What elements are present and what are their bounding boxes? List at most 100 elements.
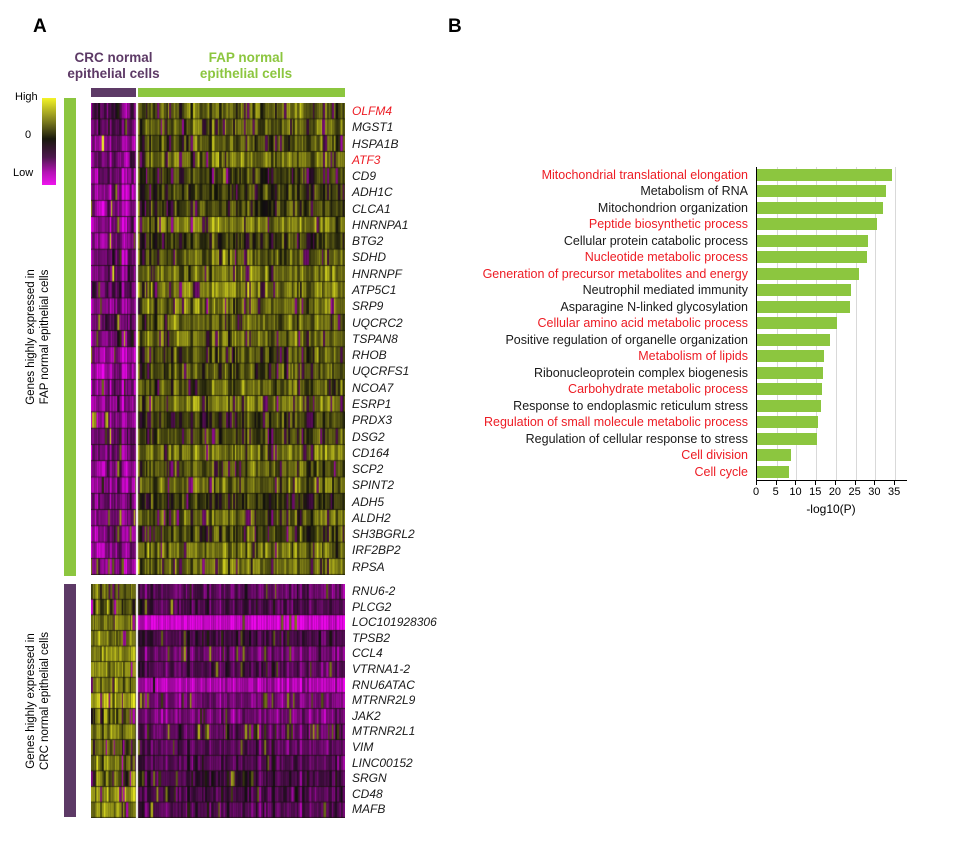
gridline	[895, 167, 897, 480]
bar	[757, 399, 822, 412]
bar	[757, 465, 790, 478]
bar-category-label: Carbohydrate metabolic process	[568, 382, 748, 397]
bar-category-label: Positive regulation of organelle organiz…	[505, 332, 748, 347]
x-axis-tick	[834, 481, 836, 485]
bar	[757, 218, 878, 231]
x-axis-tick-label: 30	[868, 486, 881, 498]
bar	[757, 169, 893, 181]
gene-label: DSG2	[352, 429, 385, 444]
fap-column-group-bar	[138, 88, 345, 97]
bar	[757, 300, 850, 313]
gene-label: MTRNR2L9	[352, 693, 416, 708]
gene-label: SDHD	[352, 250, 387, 265]
gene-label: SPINT2	[352, 478, 395, 493]
gridline	[855, 167, 857, 480]
x-axis-tick-label: 25	[848, 486, 861, 498]
x-axis-tick-label: 5	[772, 486, 779, 498]
bar-chart-labels: Mitochondrial translational elongation Me…	[440, 167, 748, 480]
crc-row-group-label-wrap: Genes highly expressed in CRC normal epi…	[16, 584, 60, 817]
gene-label: NCOA7	[352, 380, 394, 395]
bar-category-label: Generation of precursor metabolites and …	[482, 266, 748, 281]
x-axis-tick	[894, 481, 896, 485]
bar-chart-plot	[756, 167, 907, 481]
bar-category-label: Ribonucleoprotein complex biogenesis	[533, 365, 748, 380]
gene-label: MTRNR2L1	[352, 724, 416, 739]
bar-chart-x-axis-title: -log10(P)	[806, 502, 856, 516]
gene-label: CCL4	[352, 646, 383, 661]
x-axis-tick	[815, 481, 817, 485]
gene-labels-group2: RNU6-2 PLCG2 LOC101928306 TPSB2 CCL4 VTRNA1-2…	[352, 584, 482, 818]
bar-category-label: Response to endoplasmic reticulum stress	[513, 398, 748, 413]
bar	[757, 234, 868, 247]
gene-label: IRF2BP2	[352, 543, 401, 558]
bar-category-label: Regulation of small molecule metabolic p…	[483, 415, 748, 430]
gene-label: BTG2	[352, 234, 384, 249]
gene-label: ADH1C	[352, 185, 393, 200]
bar-category-label: Peptide biosynthetic process	[588, 217, 748, 232]
x-axis-tick-label: 20	[828, 486, 842, 498]
gene-label: ALDH2	[352, 510, 391, 525]
panel-a-letter: A	[33, 16, 47, 37]
bar-category-label: Asparagine N-linked glycosylation	[560, 299, 748, 314]
heatmap-fap-high-genes	[91, 103, 345, 575]
x-axis-tick	[756, 481, 757, 485]
bar	[757, 185, 886, 198]
color-scale-gradient	[42, 98, 56, 185]
x-axis-tick	[874, 481, 876, 485]
x-axis-tick	[854, 481, 856, 485]
fap-row-group-label-wrap: Genes highly expressed in FAP normal epi…	[16, 98, 60, 576]
gene-label: PRDX3	[352, 413, 393, 428]
bar-category-label: Neutrophil mediated immunity	[582, 283, 748, 298]
bar	[757, 333, 831, 346]
bar-category-label: Nucleotide metabolic process	[584, 250, 748, 265]
bar-category-label: Cellular amino acid metabolic process	[537, 316, 748, 331]
bar	[757, 284, 851, 297]
bar	[757, 350, 824, 363]
bar	[757, 366, 823, 379]
gene-label: HSPA1B	[352, 136, 399, 151]
bar	[757, 383, 823, 396]
heatmap-crc-high-genes	[91, 584, 345, 818]
gene-label: HNRNPA1	[352, 217, 409, 232]
gene-label: UQCRFS1	[352, 364, 410, 379]
crc-row-group-label: Genes highly expressed in CRC normal epi…	[25, 631, 51, 770]
gene-label: SH3BGRL2	[352, 527, 415, 542]
bar-chart-x-axis: 0 5 10 15 20 25 30 35	[753, 481, 906, 501]
bar	[757, 201, 883, 214]
fap-column-header: FAP normal epithelial cells	[199, 50, 293, 81]
bar-category-label: Cellular protein catabolic process	[563, 233, 748, 248]
gene-label: JAK2	[352, 708, 381, 723]
gene-label: TPSB2	[352, 630, 391, 645]
x-axis-tick-label: 0	[752, 486, 760, 498]
gene-label: LINC00152	[352, 755, 413, 770]
gene-label: RHOB	[352, 348, 387, 363]
gene-label: RPSA	[352, 559, 385, 574]
gene-label: ESRP1	[352, 396, 392, 411]
bar-category-label: Regulation of cellular response to stres…	[525, 431, 748, 446]
bar	[757, 449, 791, 462]
crc-column-header: CRC normal epithelial cells	[67, 50, 160, 81]
x-axis-tick-label: 10	[789, 486, 802, 498]
fap-row-group-label: Genes highly expressed in FAP normal epi…	[25, 269, 51, 405]
gene-label: VIM	[352, 740, 374, 754]
gene-label: MGST1	[352, 120, 394, 135]
gene-label: VTRNA1-2	[352, 662, 411, 676]
gene-label: ATF3	[352, 152, 381, 167]
gene-label: SRGN	[352, 771, 387, 786]
gene-label: CD9	[352, 169, 377, 184]
gene-label: TSPAN8	[352, 331, 398, 346]
crc-row-group-bar	[64, 584, 76, 817]
gene-label: UQCRC2	[352, 315, 403, 330]
x-axis-tick	[795, 481, 797, 485]
panel-b-letter: B	[448, 16, 462, 37]
gene-label: CD48	[352, 786, 383, 801]
gene-label: RNU6-2	[352, 584, 396, 598]
legend-high-label: High	[15, 91, 38, 103]
gene-label: ATP5C1	[352, 283, 397, 298]
gene-label: OLFM4	[352, 104, 393, 118]
gene-label: LOC101928306	[352, 615, 437, 630]
gridline	[875, 167, 877, 480]
bar-category-label: Metabolism of RNA	[640, 184, 748, 199]
bar-category-label: Mitochondrial translational elongation	[541, 168, 748, 182]
